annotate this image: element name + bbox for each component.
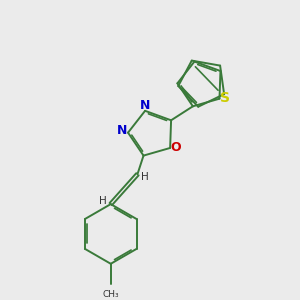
Text: O: O bbox=[170, 142, 181, 154]
Text: H: H bbox=[99, 196, 107, 206]
Text: H: H bbox=[141, 172, 149, 182]
Text: N: N bbox=[117, 124, 128, 136]
Text: S: S bbox=[220, 91, 230, 105]
Text: N: N bbox=[140, 99, 150, 112]
Text: CH₃: CH₃ bbox=[102, 290, 119, 299]
